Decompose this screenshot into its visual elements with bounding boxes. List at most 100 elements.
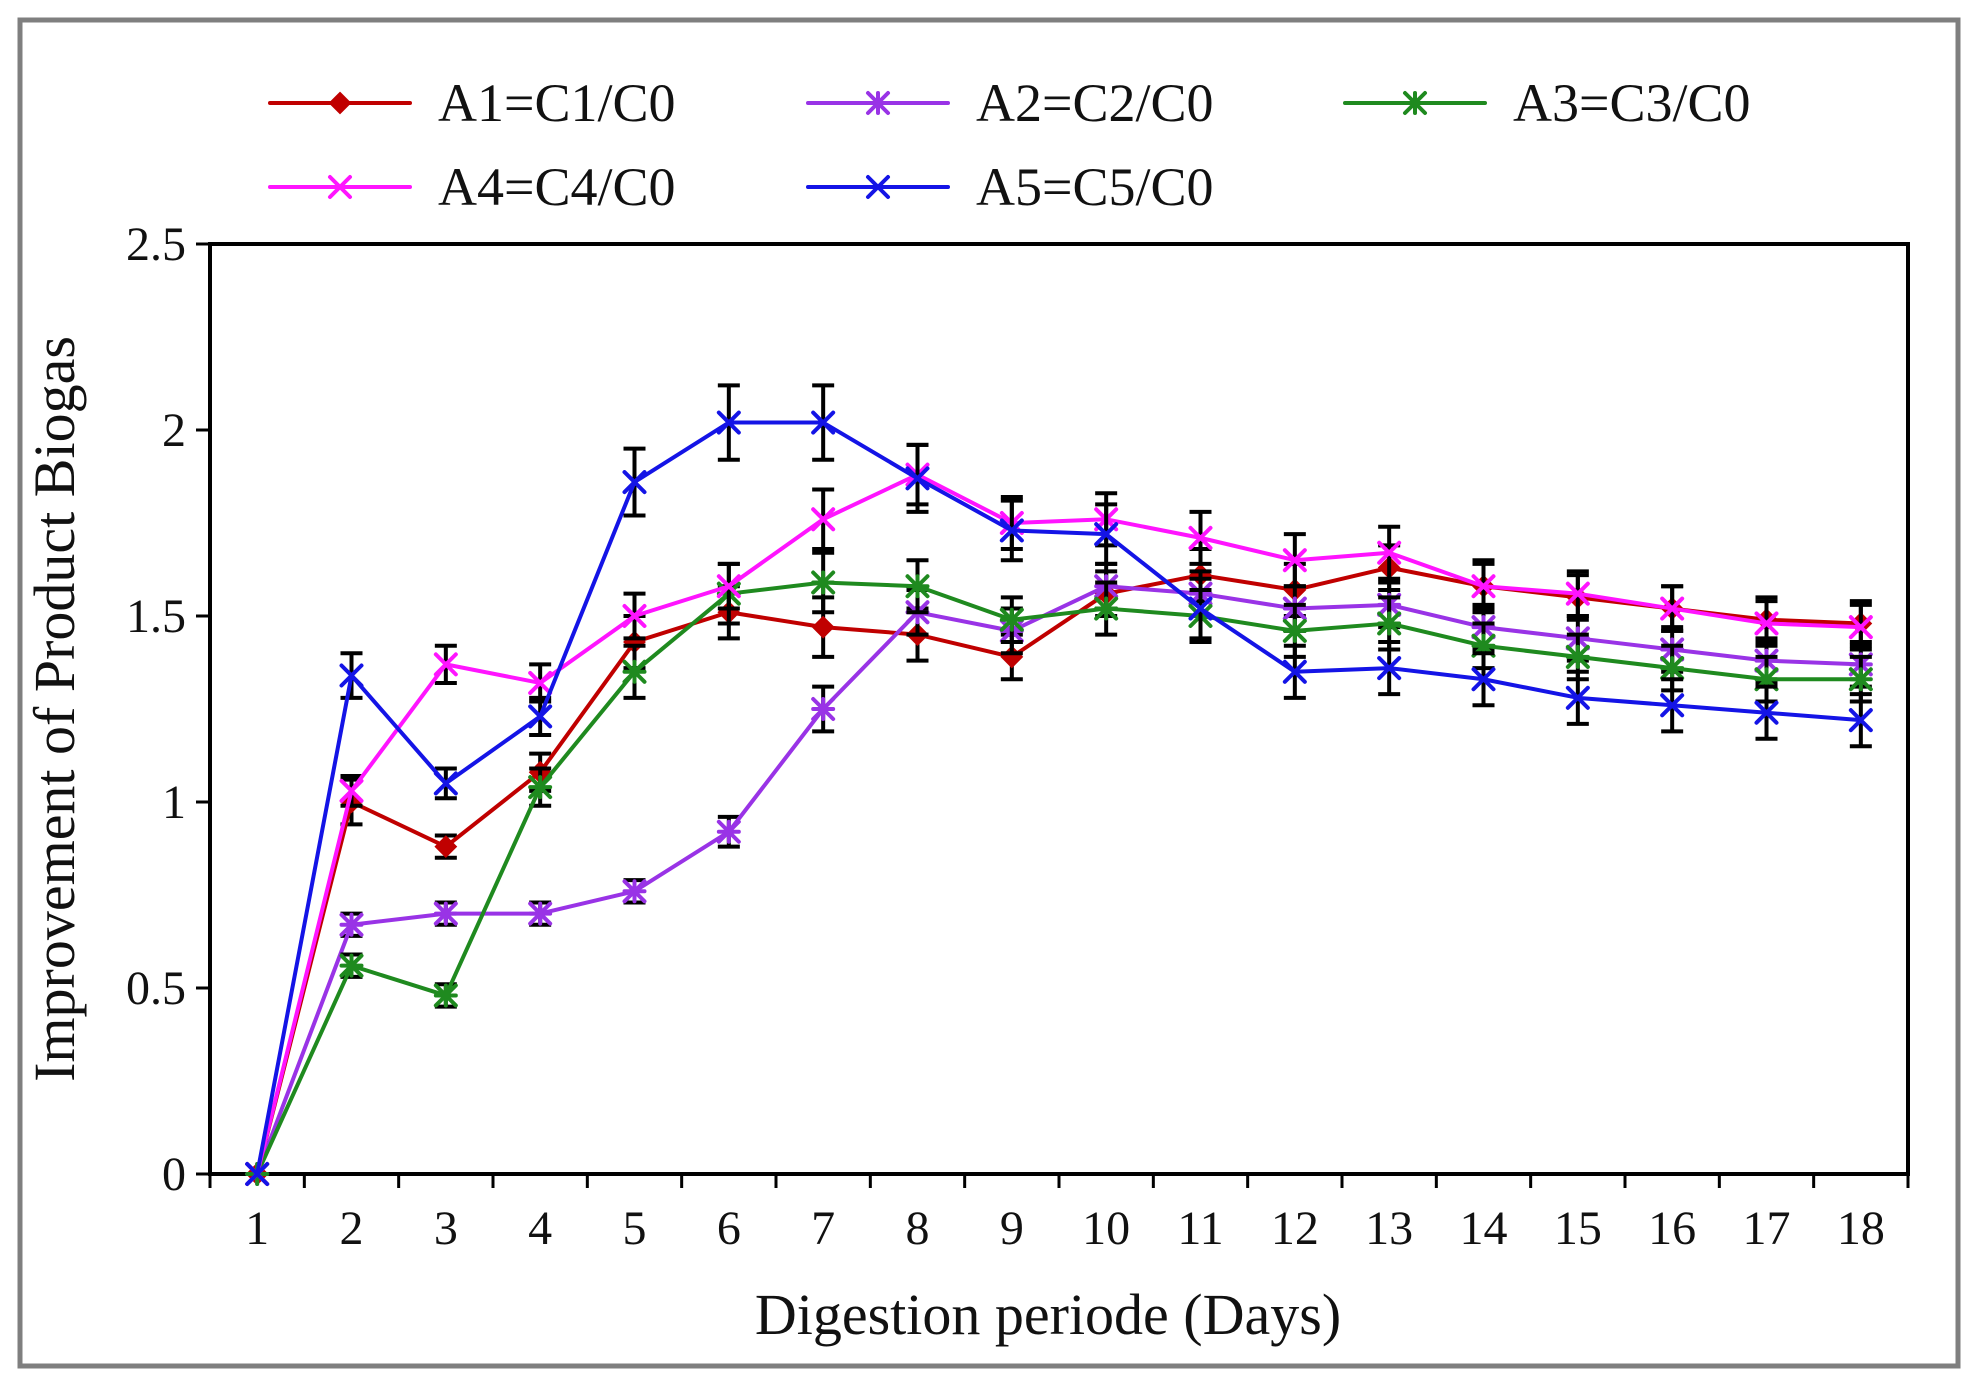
- data-point-shape: [528, 704, 553, 729]
- data-point-shape: [716, 574, 741, 599]
- data-point: [811, 697, 836, 721]
- legend-marker: [866, 175, 890, 199]
- data-point-shape: [1471, 633, 1496, 658]
- data-point: [622, 659, 647, 684]
- data-point-shape: [433, 983, 458, 1008]
- legend-marker-shape: [1403, 91, 1427, 115]
- data-point-shape: [1377, 540, 1402, 565]
- x-tick-label: 5: [623, 1202, 647, 1255]
- data-point-shape: [716, 410, 741, 435]
- data-point-shape: [622, 659, 647, 684]
- x-tick-label: 18: [1837, 1202, 1885, 1255]
- legend-marker: [328, 91, 352, 115]
- legend-label: A2=C2/C0: [976, 73, 1214, 133]
- y-tick-label: 0.5: [126, 962, 186, 1015]
- data-point: [528, 704, 553, 729]
- data-point: [1377, 656, 1402, 681]
- data-point-shape: [811, 507, 836, 532]
- x-tick-label: 2: [340, 1202, 364, 1255]
- data-point: [622, 879, 647, 904]
- data-point: [528, 901, 553, 926]
- legend-item-a3-c3-c0: A3=C3/C0: [1343, 73, 1751, 133]
- x-tick-label: 15: [1554, 1202, 1602, 1255]
- x-tick-label: 6: [717, 1202, 741, 1255]
- data-point: [905, 466, 930, 491]
- data-point: [1754, 667, 1779, 692]
- x-tick-label: 11: [1177, 1202, 1223, 1255]
- data-point: [811, 410, 836, 435]
- data-point: [999, 607, 1024, 632]
- x-tick-label: 3: [434, 1202, 458, 1255]
- data-point-shape: [1848, 615, 1873, 640]
- data-point: [1188, 525, 1213, 550]
- data-point: [1660, 656, 1685, 681]
- data-point-shape: [528, 901, 553, 926]
- data-point-shape: [811, 410, 836, 435]
- data-point: [622, 470, 647, 495]
- x-tick-label: 1: [245, 1202, 269, 1255]
- data-point: [1660, 693, 1685, 718]
- x-tick-label: 10: [1082, 1202, 1130, 1255]
- legend-item-a4-c4-c0: A4=C4/C0: [268, 157, 676, 217]
- data-point-shape: [1660, 693, 1685, 718]
- series-line: [255, 472, 1863, 1176]
- legend-marker-shape: [866, 175, 890, 199]
- x-tick-label: 4: [528, 1202, 552, 1255]
- data-point: [811, 507, 836, 532]
- legend: A1=C1/C0 A2=C2/C0 A3=C3/C0 A4=C4/C0 A5=C5/C0: [268, 73, 1751, 217]
- outer-frame: [17, 17, 1961, 1369]
- data-point: [1377, 611, 1402, 636]
- data-point-shape: [1282, 659, 1307, 684]
- data-point: [716, 819, 741, 844]
- data-point-shape: [1660, 656, 1685, 681]
- data-point: [1471, 667, 1496, 692]
- data-point: [716, 574, 741, 599]
- x-axis: 1 2 3 4 5 6 7 8 9 10 11 12 13 14 15 16 17 18: [208, 1174, 1910, 1255]
- legend-label: A5=C5/C0: [976, 157, 1214, 217]
- data-point-shape: [434, 835, 458, 859]
- x-tick-label: 7: [811, 1202, 835, 1255]
- data-point-shape: [1848, 667, 1873, 692]
- data-point-shape: [1471, 574, 1496, 599]
- x-tick-label: 14: [1460, 1202, 1508, 1255]
- data-point: [1660, 596, 1685, 621]
- data-point: [1282, 618, 1307, 643]
- legend-label: A4=C4/C0: [438, 157, 676, 217]
- data-point: [1754, 611, 1779, 636]
- data-point-shape: [1848, 708, 1873, 733]
- data-point: [1565, 644, 1590, 669]
- data-point: [339, 778, 364, 803]
- data-point: [811, 615, 835, 639]
- data-point-shape: [1282, 618, 1307, 643]
- data-point-shape: [339, 953, 364, 978]
- data-point-shape: [339, 778, 364, 803]
- legend-marker: [328, 175, 352, 199]
- data-point: [528, 670, 553, 695]
- data-point-shape: [1565, 581, 1590, 606]
- data-point-shape: [1754, 611, 1779, 636]
- data-point: [433, 901, 458, 926]
- legend-marker: [866, 91, 890, 115]
- data-point: [905, 574, 930, 599]
- data-point-shape: [1471, 667, 1496, 692]
- legend-item-a1-c1-c0: A1=C1/C0: [268, 73, 676, 133]
- data-point: [999, 518, 1024, 543]
- data-point-shape: [433, 901, 458, 926]
- data-point: [1848, 615, 1873, 640]
- series-layer: [245, 383, 1873, 1186]
- data-point-shape: [716, 819, 741, 844]
- y-tick-label: 1.5: [126, 590, 186, 643]
- data-point: [1471, 633, 1496, 658]
- data-point: [1377, 540, 1402, 565]
- legend-marker-shape: [328, 91, 352, 115]
- data-point-shape: [999, 518, 1024, 543]
- data-point-shape: [1377, 611, 1402, 636]
- data-point: [1282, 548, 1307, 573]
- data-point-shape: [1188, 596, 1213, 621]
- data-point: [622, 604, 647, 628]
- data-point-shape: [245, 1162, 270, 1186]
- data-point: [1094, 522, 1119, 547]
- data-point: [433, 983, 458, 1008]
- data-point: [433, 652, 458, 677]
- data-point-shape: [622, 879, 647, 904]
